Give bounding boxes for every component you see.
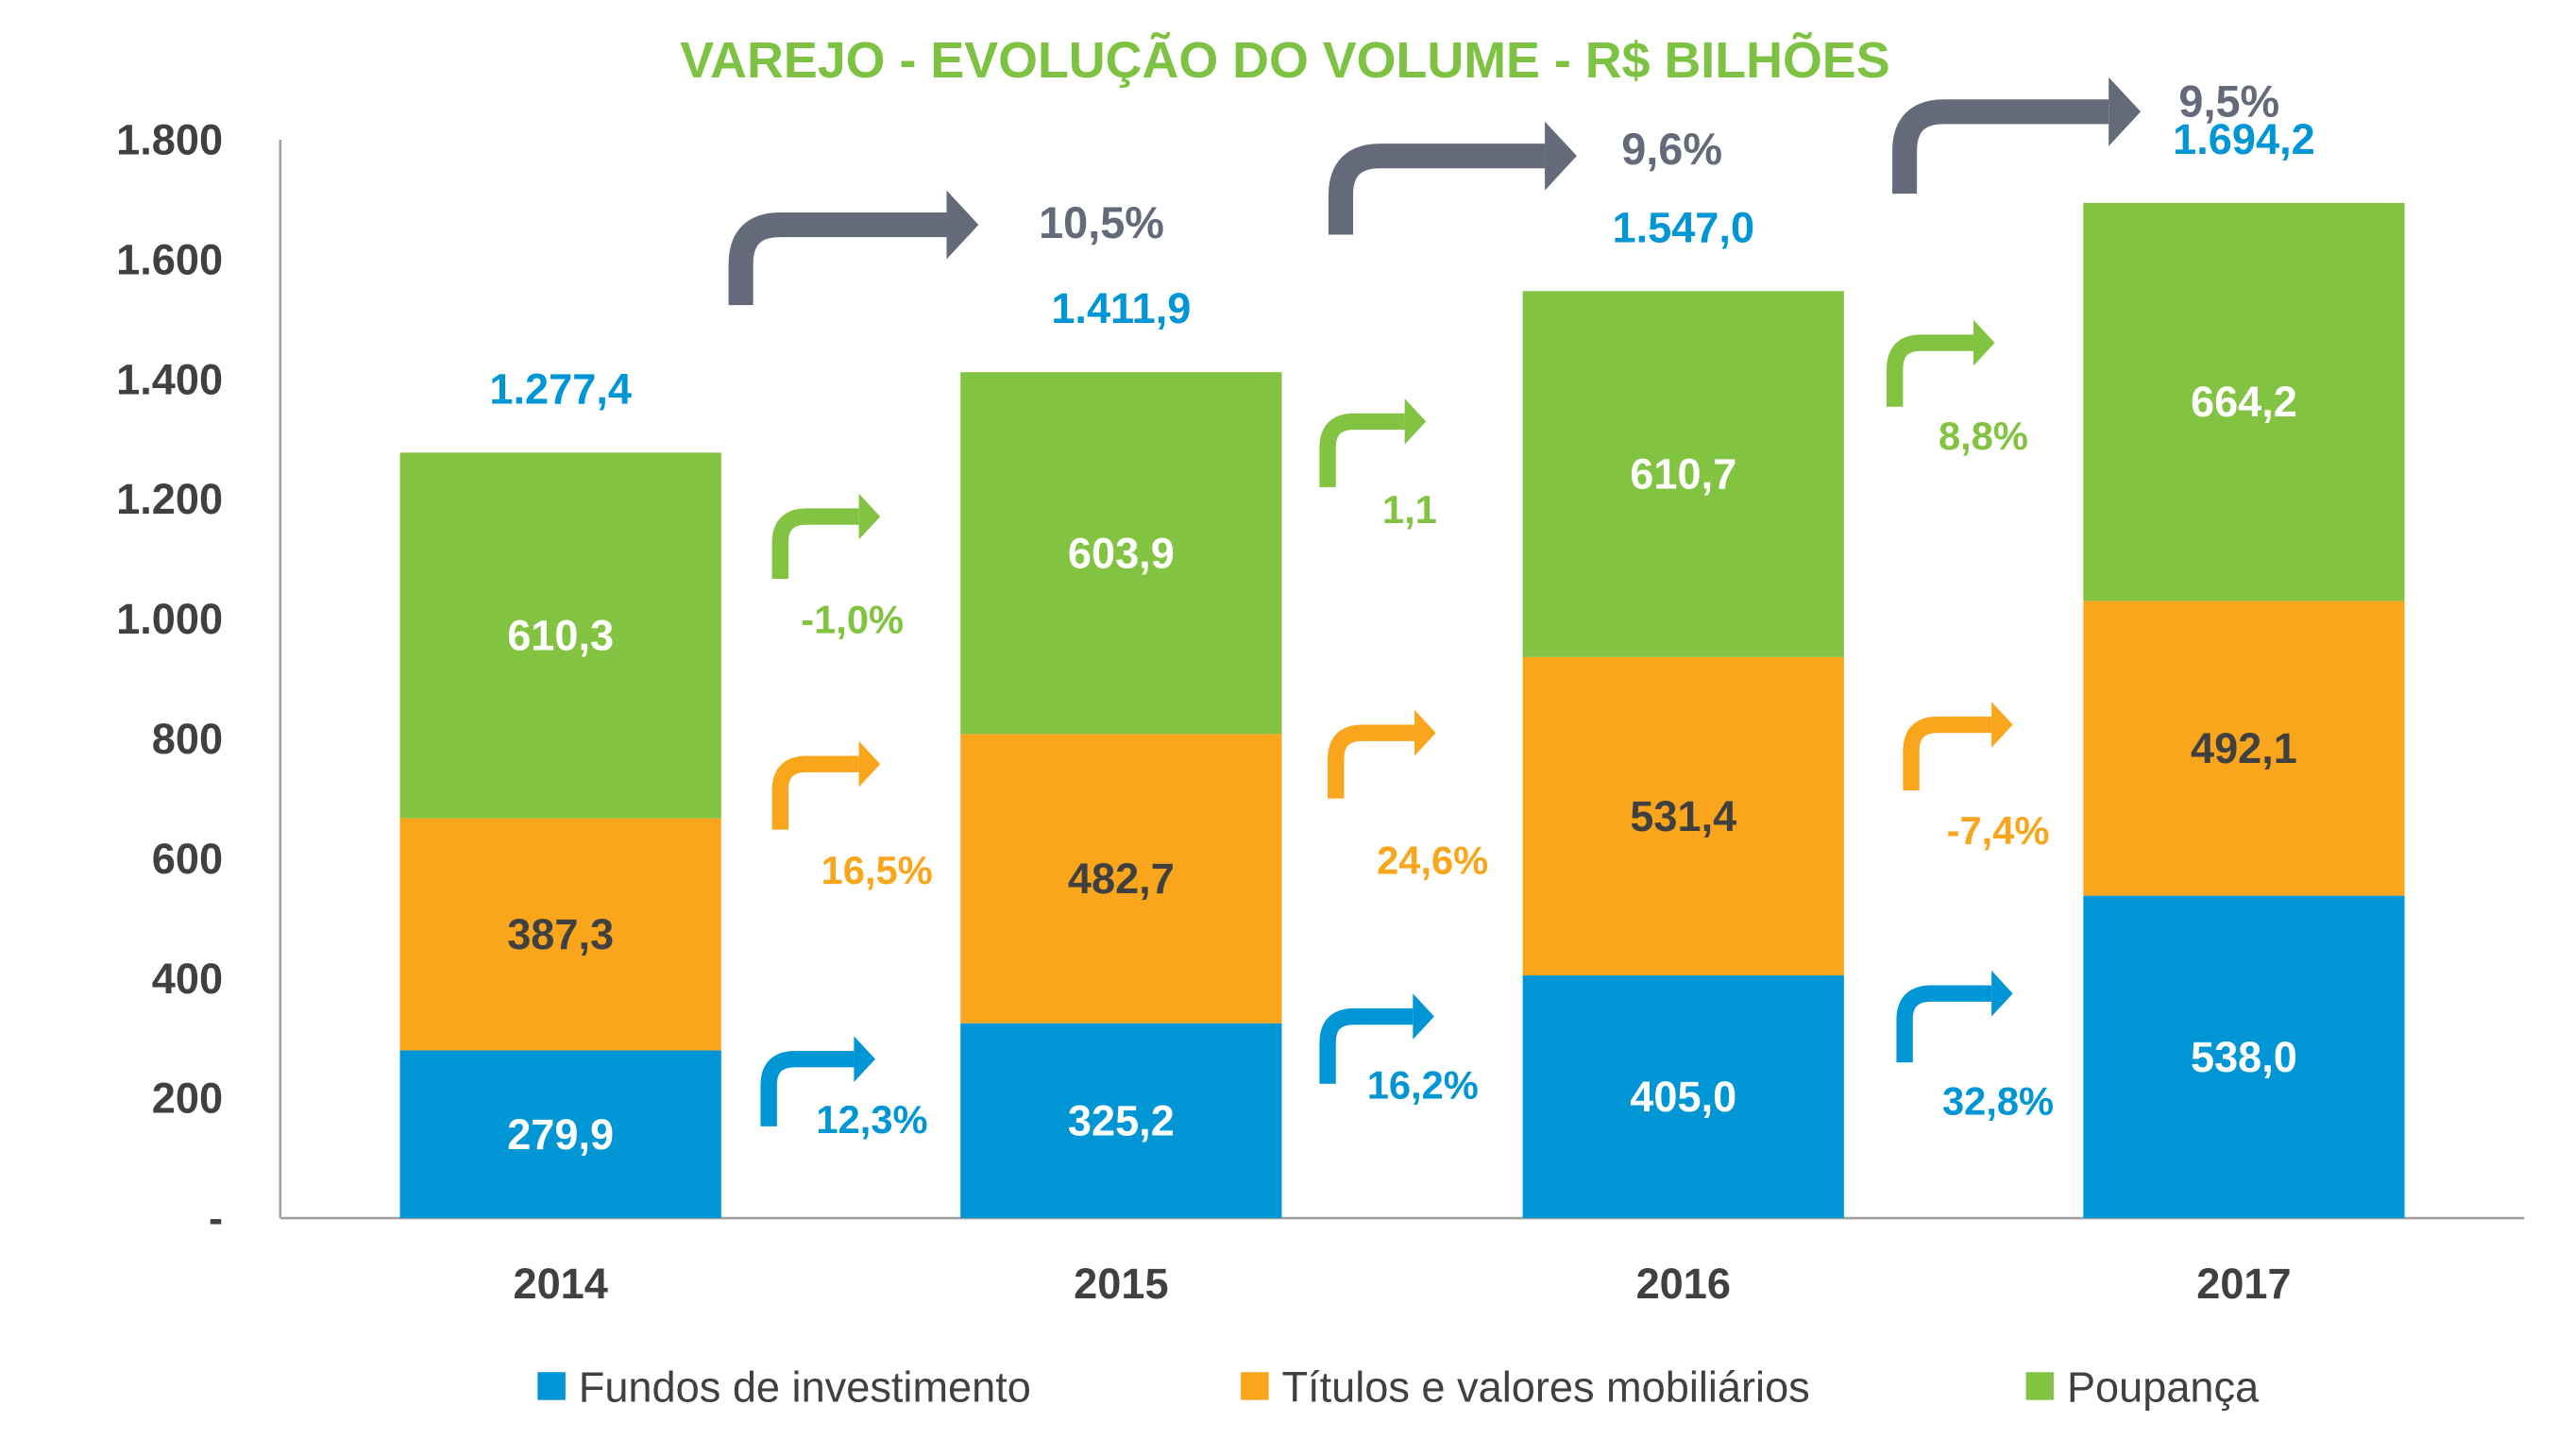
growth-arrow-head-icon [854,1036,875,1082]
bar-segment [2083,601,2405,896]
growth-arrow-head-icon [1991,970,2013,1017]
x-tick-label: 2017 [2196,1260,2291,1308]
series-growth-label: 24,6% [1377,838,1488,882]
total-label: 1.547,0 [1612,203,1754,251]
series-growth-label: -1,0% [801,597,904,641]
growth-arrow-icon [771,755,859,830]
bar-segment [2083,895,2405,1219]
growth-arrow-head-icon [1414,709,1436,756]
total-growth-label: 9,6% [1621,125,1722,174]
growth-arrow-head-icon [1991,702,2013,748]
bar-data-label: 610,7 [1630,450,1736,499]
growth-arrow-head-icon [1404,398,1427,445]
legend-swatch [1241,1372,1269,1400]
growth-arrow-icon [1896,985,1992,1063]
bar-data-label: 387,3 [507,910,614,958]
growth-arrow-icon [1887,334,1974,407]
bar-segment [399,1050,721,1219]
x-tick-label: 2016 [1636,1260,1731,1308]
series-growth-label: -7,4% [1947,808,2050,853]
y-tick-label: 400 [152,955,223,1003]
bar-data-label: 531,4 [1630,792,1736,840]
total-label: 1.694,2 [2173,115,2315,163]
growth-arrow-head-icon [1545,121,1577,191]
series-growth-label: 1,1 [1382,487,1437,532]
total-growth-label: 10,5% [1039,198,1164,247]
y-tick-label: 1.400 [116,355,223,403]
bar-segment [1522,291,1844,657]
series-growth-label: 16,5% [821,848,933,892]
y-tick-label: 1.600 [116,235,223,283]
total-growth-label: 9,5% [2178,77,2279,127]
bar-segment [960,734,1282,1024]
total-label: 1.411,9 [1051,284,1191,332]
growth-arrow-icon [1319,413,1405,487]
growth-arrow-head-icon [858,740,881,787]
bar-data-label: 664,2 [2191,378,2297,426]
bar-data-label: 325,2 [1068,1096,1175,1144]
y-tick-label: 600 [152,835,223,883]
growth-arrow-icon [760,1050,855,1126]
growth-arrow-icon [1903,716,1992,790]
total-label: 1.277,4 [489,364,632,413]
growth-arrow-head-icon [1973,319,1995,366]
bar-segment [1522,975,1844,1219]
legend-label: Títulos e valores mobiliários [1281,1363,1809,1411]
y-tick-label: 800 [152,715,223,763]
bar-segment [399,452,721,819]
x-tick-label: 2014 [513,1260,607,1308]
bar-segment [1522,656,1844,976]
bar-data-label: 610,3 [507,612,614,660]
series-growth-label: 12,3% [816,1097,927,1142]
bar-data-label: 279,9 [507,1110,614,1159]
chart-title: VAREJO - EVOLUÇÃO DO VOLUME - R$ BILHÕES [680,32,1889,89]
growth-arrow-head-icon [858,493,881,540]
series-growth-label: 16,2% [1367,1062,1479,1107]
bar-segment [960,372,1282,735]
bar-data-label: 482,7 [1068,855,1175,903]
bar-data-label: 538,0 [2191,1033,2297,1081]
y-tick-label: 200 [152,1075,223,1123]
y-tick-label: - [209,1194,223,1243]
bar-data-label: 405,0 [1630,1073,1736,1121]
growth-arrow-icon [771,508,859,580]
legend-label: Poupança [2067,1363,2260,1411]
growth-arrow-head-icon [1413,993,1434,1040]
growth-arrow-head-icon [946,190,979,260]
y-tick-label: 1.800 [116,115,223,163]
bar-segment [960,1023,1282,1219]
bar-segment [399,818,721,1051]
growth-arrow-icon [1892,99,2109,195]
legend-swatch [2025,1372,2055,1400]
bar-data-label: 603,9 [1068,529,1175,577]
bar-data-label: 492,1 [2191,724,2297,772]
growth-arrow-icon [728,212,947,306]
bar-segment [2083,202,2405,601]
growth-arrow-icon [1328,144,1546,235]
growth-arrow-icon [1328,724,1415,799]
series-growth-label: 8,8% [1939,414,2028,458]
growth-arrow-icon [1319,1007,1414,1084]
legend-label: Fundos de investimento [579,1363,1031,1411]
growth-arrow-head-icon [2108,76,2142,146]
x-tick-label: 2015 [1074,1260,1168,1308]
y-tick-label: 1.000 [116,595,223,643]
y-tick-label: 1.200 [116,475,223,523]
series-growth-label: 32,8% [1942,1079,2054,1124]
legend-swatch [537,1372,566,1400]
